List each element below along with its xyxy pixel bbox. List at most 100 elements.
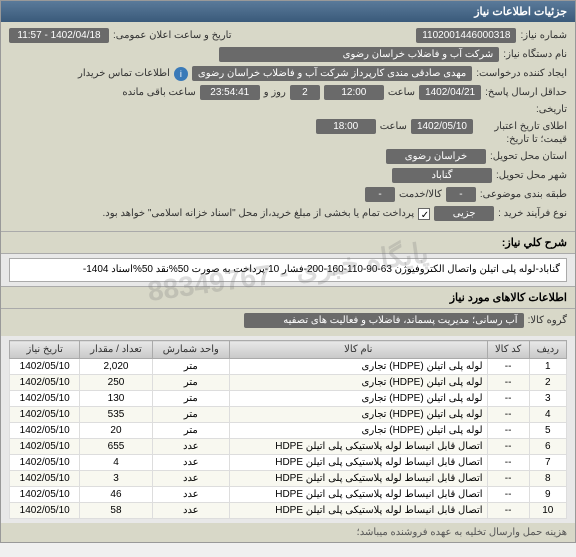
process-field: جزیی <box>434 206 494 221</box>
table-cell: اتصال قابل انیساط لوله پلاستیکی پلی اتیل… <box>230 455 488 471</box>
form-body: شماره نیاز: 1102001446000318 تاریخ و ساع… <box>1 22 575 231</box>
table-cell: 535 <box>80 407 152 423</box>
days-field: 2 <box>290 85 320 100</box>
table-cell: 250 <box>80 375 152 391</box>
table-cell: 10 <box>529 503 566 519</box>
table-cell: 2 <box>529 375 566 391</box>
table-cell: لوله پلی اتیلن (HDPE) تجاری <box>230 375 488 391</box>
category-field: - <box>446 187 476 202</box>
table-cell: 1402/05/10 <box>10 487 80 503</box>
table-cell: لوله پلی اتیلن (HDPE) تجاری <box>230 423 488 439</box>
requester-label: ایجاد کننده درخواست: <box>476 68 567 79</box>
table-cell: 5 <box>529 423 566 439</box>
tarikh-label: تاریخی: <box>536 104 567 115</box>
need-no-field: 1102001446000318 <box>416 28 516 43</box>
table-cell: 4 <box>80 455 152 471</box>
table-cell: -- <box>487 375 529 391</box>
cat2-field: - <box>365 187 395 202</box>
table-row[interactable]: 7--اتصال قابل انیساط لوله پلاستیکی پلی ا… <box>10 455 567 471</box>
table-row[interactable]: 5--لوله پلی اتیلن (HDPE) تجاریمتر201402/… <box>10 423 567 439</box>
table-header: نام کالا <box>230 341 488 359</box>
table-cell: اتصال قابل انیساط لوله پلاستیکی پلی اتیل… <box>230 439 488 455</box>
requester-field: مهدی صادقی مندی کارپرداز شرکت آب و فاضلا… <box>192 66 472 81</box>
table-cell: عدد <box>152 471 229 487</box>
table-cell: اتصال قابل انیساط لوله پلاستیکی پلی اتیل… <box>230 503 488 519</box>
table-row[interactable]: 4--لوله پلی اتیلن (HDPE) تجاریمتر5351402… <box>10 407 567 423</box>
deadline-time: 12:00 <box>324 85 384 100</box>
footer-note: هزینه حمل وارسال تخلیه به عهده فروشنده م… <box>1 523 575 542</box>
cat2-label: کالا/خدمت <box>399 189 442 200</box>
table-cell: 1402/05/10 <box>10 471 80 487</box>
days-label: روز و <box>264 87 286 98</box>
table-header: ردیف <box>529 341 566 359</box>
table-cell: -- <box>487 391 529 407</box>
table-cell: 46 <box>80 487 152 503</box>
category-label: طبقه بندی موضوعی: <box>480 189 567 200</box>
table-cell: 8 <box>529 471 566 487</box>
table-header: تعداد / مقدار <box>80 341 152 359</box>
panel-title: جزئیات اطلاعات نیاز <box>1 1 575 22</box>
table-row[interactable]: 6--اتصال قابل انیساط لوله پلاستیکی پلی ا… <box>10 439 567 455</box>
table-cell: 1402/05/10 <box>10 439 80 455</box>
table-cell: 1402/05/10 <box>10 375 80 391</box>
info-icon[interactable]: i <box>174 67 188 81</box>
remain-time: 23:54:41 <box>200 85 260 100</box>
pay-checkbox[interactable] <box>418 208 430 220</box>
table-cell: 3 <box>529 391 566 407</box>
table-cell: 1402/05/10 <box>10 423 80 439</box>
table-cell: 1402/05/10 <box>10 455 80 471</box>
desc-title: شرح کلي نیاز: <box>1 231 575 254</box>
table-cell: متر <box>152 423 229 439</box>
deadline-date: 1402/04/21 <box>419 85 481 100</box>
announce-field: 1402/04/18 - 11:57 <box>9 28 109 43</box>
table-row[interactable]: 3--لوله پلی اتیلن (HDPE) تجاریمتر1301402… <box>10 391 567 407</box>
table-cell: 58 <box>80 503 152 519</box>
table-cell: عدد <box>152 439 229 455</box>
table-cell: -- <box>487 455 529 471</box>
pay-note: پرداخت تمام یا بخشی از مبلغ خرید،از محل … <box>103 208 415 219</box>
table-header: تاریخ نیاز <box>10 341 80 359</box>
table-cell: عدد <box>152 455 229 471</box>
deadline-label: حداقل ارسال پاسخ: <box>485 87 567 98</box>
table-row[interactable]: 9--اتصال قابل انیساط لوله پلاستیکی پلی ا… <box>10 487 567 503</box>
table-cell: -- <box>487 359 529 375</box>
city-field: گناباد <box>392 168 492 183</box>
table-row[interactable]: 10--اتصال قابل انیساط لوله پلاستیکی پلی … <box>10 503 567 519</box>
org-label: نام دستگاه نیاز: <box>503 49 567 60</box>
table-cell: 6 <box>529 439 566 455</box>
group-label: گروه کالا: <box>528 315 567 326</box>
desc-text: گناباد-لوله پلی اتیلن واتصال الکتروفیوژن… <box>9 258 567 282</box>
table-header: واحد شمارش <box>152 341 229 359</box>
group-field: آب رسانی؛ مدیریت پسماند، فاضلاب و فعالیت… <box>244 313 524 328</box>
table-cell: -- <box>487 471 529 487</box>
table-cell: 9 <box>529 487 566 503</box>
validity-time-label: ساعت <box>380 121 407 132</box>
table-header: کد کالا <box>487 341 529 359</box>
table-cell: -- <box>487 423 529 439</box>
table-cell: 130 <box>80 391 152 407</box>
table-cell: -- <box>487 407 529 423</box>
table-cell: متر <box>152 391 229 407</box>
table-cell: لوله پلی اتیلن (HDPE) تجاری <box>230 407 488 423</box>
table-row[interactable]: 8--اتصال قابل انیساط لوله پلاستیکی پلی ا… <box>10 471 567 487</box>
province-field: خراسان رضوی <box>386 149 486 164</box>
validity-label: اطلای تاریخ اعتبار <box>477 121 567 132</box>
need-no-label: شماره نیاز: <box>520 30 567 41</box>
table-cell: 20 <box>80 423 152 439</box>
deadline-time-label: ساعت <box>388 87 415 98</box>
validity-time: 18:00 <box>316 119 376 134</box>
table-cell: متر <box>152 407 229 423</box>
validity-date: 1402/05/10 <box>411 119 473 134</box>
table-cell: اتصال قابل انیساط لوله پلاستیکی پلی اتیل… <box>230 471 488 487</box>
table-row[interactable]: 1--لوله پلی اتیلن (HDPE) تجاریمتر2,02014… <box>10 359 567 375</box>
city-label: شهر محل تحویل: <box>496 170 567 181</box>
goods-table-wrap: ردیفکد کالانام کالاواحد شمارشتعداد / مقد… <box>9 340 567 519</box>
table-row[interactable]: 2--لوله پلی اتیلن (HDPE) تجاریمتر2501402… <box>10 375 567 391</box>
table-cell: 7 <box>529 455 566 471</box>
table-cell: عدد <box>152 487 229 503</box>
goods-title: اطلاعات کالاهای مورد نیاز <box>1 286 575 309</box>
table-cell: 3 <box>80 471 152 487</box>
goods-table: ردیفکد کالانام کالاواحد شمارشتعداد / مقد… <box>9 340 567 519</box>
table-cell: 1402/05/10 <box>10 391 80 407</box>
announce-label: تاریخ و ساعت اعلان عمومی: <box>113 30 232 41</box>
